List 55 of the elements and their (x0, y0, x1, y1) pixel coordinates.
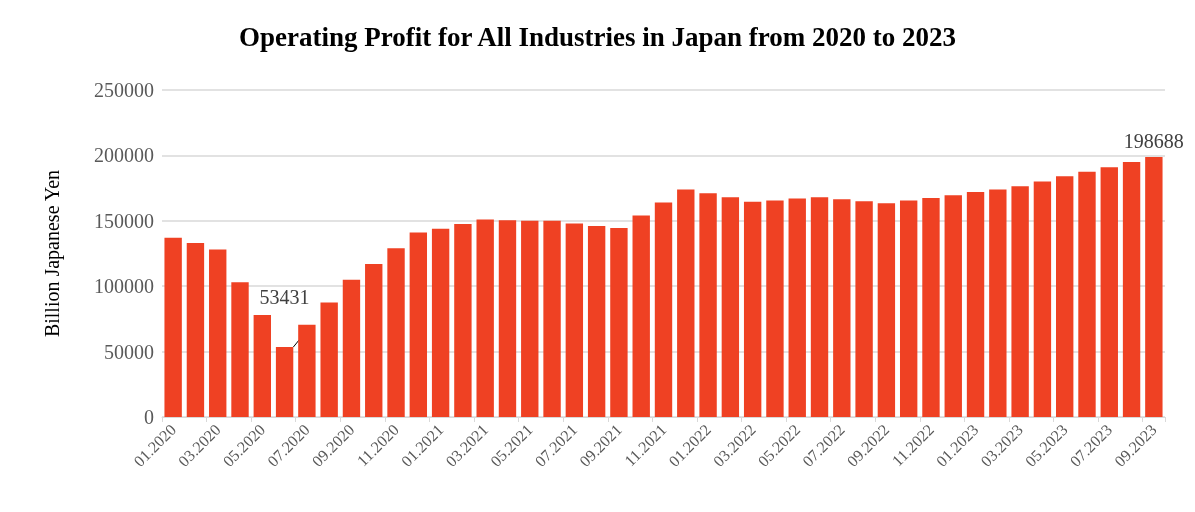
bar (298, 324, 316, 417)
bar (899, 200, 918, 417)
bar (543, 220, 561, 417)
bar (966, 192, 985, 417)
bar (275, 347, 294, 417)
bar (721, 197, 740, 417)
bar (1100, 167, 1118, 417)
bar (944, 195, 962, 417)
bar (1011, 186, 1029, 417)
bar (454, 224, 472, 417)
bar (877, 203, 896, 417)
bar (521, 220, 539, 417)
bar (565, 223, 584, 417)
bar (610, 227, 628, 417)
bar (922, 197, 940, 417)
bar (365, 263, 383, 417)
bar (699, 193, 717, 417)
bar (743, 201, 762, 417)
bar (498, 220, 517, 417)
bar (833, 199, 851, 417)
bar (1145, 157, 1163, 417)
bar (1078, 171, 1096, 417)
bar (855, 201, 873, 417)
y-tick-label: 250000 (94, 79, 154, 101)
y-axis-title: Billion Japanese Yen (41, 169, 64, 338)
y-tick-label: 150000 (94, 209, 154, 232)
bar (431, 228, 450, 417)
bar (587, 226, 606, 417)
bar (1122, 161, 1141, 417)
bar (1033, 181, 1052, 417)
bar (186, 243, 205, 417)
y-tick-label: 200000 (94, 144, 154, 167)
bar (231, 282, 249, 417)
bar (788, 198, 806, 417)
y-tick-label: 0 (144, 406, 154, 428)
bar (476, 219, 494, 417)
bar (810, 197, 829, 417)
bar (409, 232, 428, 417)
bar (632, 215, 650, 417)
bar (654, 202, 673, 417)
bar (253, 314, 271, 417)
bar (209, 249, 227, 417)
chart-title: Operating Profit for All Industries in Japan from 2020 to 2023 (238, 21, 957, 52)
data-label: 198688 (1123, 130, 1184, 153)
data-label: 53431 (259, 286, 310, 309)
bar (164, 237, 182, 417)
bar (320, 302, 338, 417)
bar (1056, 176, 1074, 417)
bar (989, 189, 1007, 417)
bar (766, 200, 784, 417)
bar (387, 248, 405, 417)
bar (677, 189, 695, 417)
y-tick-label: 100000 (94, 275, 154, 298)
y-tick-label: 50000 (104, 340, 154, 363)
bar (342, 279, 361, 417)
